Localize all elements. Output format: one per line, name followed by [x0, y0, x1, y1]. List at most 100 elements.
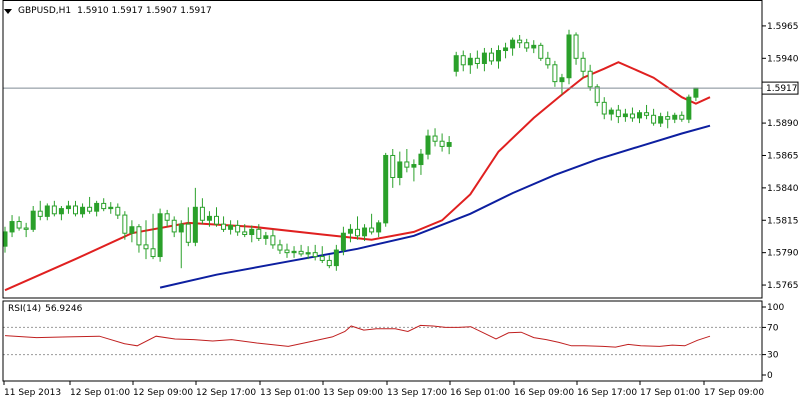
candle-body — [686, 96, 692, 120]
candle — [277, 239, 283, 254]
candle-body — [51, 205, 57, 215]
candle-body — [439, 140, 445, 147]
candle — [432, 128, 438, 147]
long-ma-line — [159, 124, 711, 289]
price-tick-label: 1.5840 — [767, 184, 799, 194]
candle-body — [629, 113, 635, 119]
candle — [467, 53, 473, 74]
candle — [517, 34, 523, 48]
candle — [256, 224, 262, 241]
candle — [474, 50, 480, 69]
candle — [510, 37, 516, 56]
candle — [9, 215, 15, 238]
main-panel — [0, 0, 762, 298]
time-tick-label: 12 Sep 09:00 — [133, 388, 193, 398]
candle-body — [510, 39, 516, 49]
candle — [284, 243, 290, 258]
candle — [651, 108, 657, 126]
candle-body — [16, 221, 22, 229]
candle — [453, 51, 459, 77]
candle — [136, 224, 142, 253]
candle — [531, 40, 537, 54]
candle — [115, 203, 121, 219]
candle-body — [115, 206, 121, 216]
candle — [171, 216, 177, 238]
candle-body — [2, 231, 8, 247]
candle — [637, 110, 642, 124]
candle-body — [355, 228, 360, 237]
candle-body — [249, 228, 255, 236]
price-tick-label: 1.5815 — [767, 216, 799, 226]
candle — [291, 246, 297, 258]
candle — [87, 196, 93, 214]
candle-body — [298, 250, 304, 255]
price-tick-label: 1.5765 — [767, 281, 799, 291]
candle-body — [150, 248, 156, 258]
candle-body — [347, 228, 353, 234]
time-tick-label: 13 Sep 01:00 — [260, 388, 320, 398]
candle — [347, 224, 353, 243]
candle-body — [312, 252, 318, 258]
time-tick-label: 16 Sep 09:00 — [514, 388, 574, 398]
candle-body — [481, 52, 487, 64]
candle-series — [2, 29, 699, 271]
candle-body — [101, 202, 107, 210]
dropdown-arrow-icon[interactable] — [4, 8, 12, 14]
time-tick-label: 12 Sep 01:00 — [70, 388, 130, 398]
candle — [496, 45, 501, 69]
candle-body — [277, 244, 283, 251]
candle — [80, 203, 86, 218]
candle-body — [362, 227, 368, 237]
time-tick-label: 12 Sep 17:00 — [196, 388, 256, 398]
rsi-value: 56.9246 — [45, 304, 83, 314]
candle — [383, 152, 389, 227]
candle-body — [474, 57, 480, 64]
candle-body — [94, 202, 100, 212]
candle-body — [44, 205, 50, 217]
candle-body — [129, 226, 135, 234]
rsi-panel-frame — [2, 300, 763, 382]
candle-body — [622, 113, 628, 118]
candle-body — [531, 44, 537, 49]
candle — [185, 207, 191, 247]
candle-body — [608, 109, 614, 115]
candle — [488, 47, 494, 65]
candle-body — [672, 114, 678, 120]
time-tick-label: 16 Sep 17:00 — [577, 388, 637, 398]
candle-body — [242, 231, 248, 236]
candle — [199, 198, 205, 225]
rsi-panel-plot — [3, 324, 762, 356]
rsi-line — [4, 324, 711, 348]
candle-body — [658, 116, 664, 124]
candle — [679, 111, 685, 122]
candle-body — [601, 101, 607, 115]
candle-body — [594, 86, 600, 103]
rsi-tick-label: 100 — [767, 303, 784, 313]
candle-body — [411, 164, 417, 168]
candle-body — [192, 206, 198, 243]
candle-body — [58, 208, 64, 215]
candle-body — [390, 154, 396, 179]
candle — [23, 222, 29, 238]
candle-body — [418, 153, 424, 166]
candle — [686, 94, 692, 124]
candle-body — [503, 47, 509, 52]
price-tick-label: 1.5965 — [767, 22, 799, 32]
candle — [340, 226, 346, 256]
candle-body — [214, 215, 219, 225]
candle — [503, 42, 509, 59]
candle — [51, 200, 57, 217]
candle — [157, 208, 163, 262]
candle-body — [206, 215, 212, 221]
ohlc-values: 1.5910 1.5917 1.5907 1.5917 — [77, 6, 212, 16]
chart-header: GBPUSD,H1 1.5910 1.5917 1.5907 1.5917 — [4, 6, 212, 16]
candle — [580, 51, 586, 78]
candle-body — [136, 226, 142, 246]
time-tick-label: 13 Sep 09:00 — [323, 388, 383, 398]
candle — [129, 220, 135, 243]
candle — [362, 224, 368, 241]
candle — [326, 255, 332, 269]
price-tick-label: 1.5790 — [767, 249, 799, 259]
candle-body — [263, 235, 269, 239]
